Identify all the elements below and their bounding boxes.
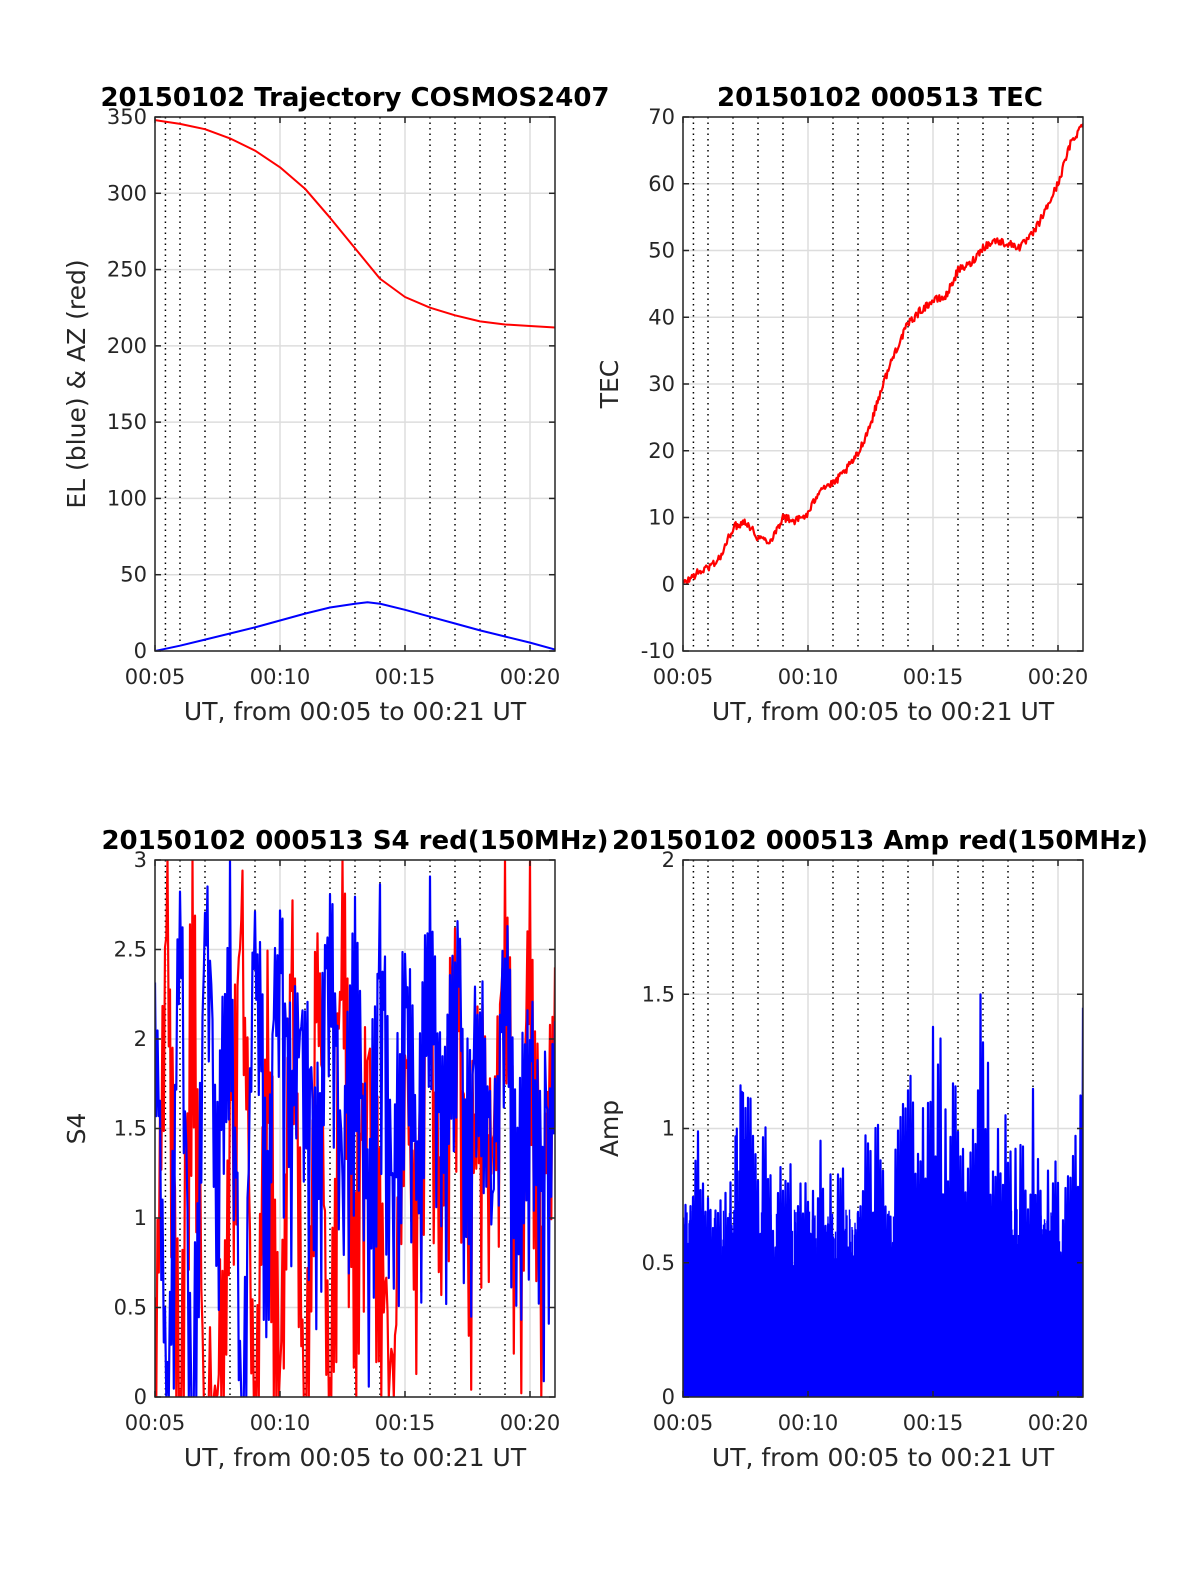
s4-ytick-label-0: 0 [134, 1385, 147, 1409]
amp-ytick-label-1: 0.5 [642, 1251, 675, 1275]
trajectory-ylabel: EL (blue) & AZ (red) [62, 259, 91, 508]
tec-chart: -10 0 10 20 30 40 50 60 70 00:05 00:10 00:15 00:20 20… [595, 83, 1088, 726]
tec-ytick-label-1: 0 [662, 572, 675, 596]
trajectory-ytick-label-7: 350 [107, 105, 147, 129]
trajectory-ytick-label-3: 150 [107, 410, 147, 434]
trajectory-xtick-label-0: 00:05 [125, 665, 186, 689]
s4-xlabel: UT, from 00:05 to 00:21 UT [184, 1443, 527, 1472]
tec-ytick-label-4: 30 [648, 372, 675, 396]
tec-xtick-label-2: 00:15 [903, 665, 964, 689]
s4-ytick-label-3: 1.5 [114, 1117, 147, 1141]
s4-title: 20150102 000513 S4 red(150MHz) [101, 826, 608, 856]
s4-ytick-label-2: 1 [134, 1206, 147, 1230]
trajectory-series-0 [155, 601, 555, 651]
tec-ylabel: TEC [595, 360, 624, 410]
trajectory-xlabel: UT, from 00:05 to 00:21 UT [184, 697, 527, 726]
tec-ytick-label-5: 40 [648, 305, 675, 329]
tec-xtick-label-3: 00:20 [1028, 665, 1089, 689]
amp-ytick-label-0: 0 [662, 1385, 675, 1409]
amp-series-0-band [683, 1209, 1083, 1397]
s4-xtick-label-3: 00:20 [500, 1411, 561, 1435]
trajectory-ytick-label-2: 100 [107, 486, 147, 510]
amp-chart: 0 0.5 1 1.5 2 00:05 00:10 00:15 00:20 20150102 00… [595, 826, 1148, 1472]
tec-xtick-label-1: 00:10 [778, 665, 839, 689]
s4-ytick-label-5: 2.5 [114, 938, 147, 962]
s4-ytick-label-6: 3 [134, 848, 147, 872]
amp-title: 20150102 000513 Amp red(150MHz) [612, 826, 1148, 856]
trajectory-title: 20150102 Trajectory COSMOS2407 [100, 83, 609, 113]
s4-series-0 [155, 860, 555, 1397]
trajectory-ytick-label-4: 200 [107, 334, 147, 358]
trajectory-ytick-label-1: 50 [120, 563, 147, 587]
tec-title: 20150102 000513 TEC [717, 83, 1043, 113]
s4-xtick-label-1: 00:10 [250, 1411, 311, 1435]
trajectory-axes-box [154, 116, 556, 652]
trajectory-ytick-label-6: 300 [107, 181, 147, 205]
trajectory-series-1 [155, 119, 555, 329]
amp-xtick-label-2: 00:15 [903, 1411, 964, 1435]
amp-xtick-label-0: 00:05 [653, 1411, 714, 1435]
trajectory-chart: 0 50 100 150 200 250 300 350 00:05 00:10 00:15 00:2… [62, 83, 610, 726]
tec-ytick-label-2: 10 [648, 506, 675, 530]
trajectory-xtick-label-3: 00:20 [500, 665, 561, 689]
tec-xtick-label-0: 00:05 [653, 665, 714, 689]
s4-ylabel: S4 [62, 1113, 91, 1145]
tec-ytick-label-0: -10 [641, 639, 675, 663]
amp-xlabel: UT, from 00:05 to 00:21 UT [712, 1443, 1055, 1472]
tec-ytick-label-7: 60 [648, 172, 675, 196]
tec-xlabel: UT, from 00:05 to 00:21 UT [712, 697, 1055, 726]
amp-ylabel: Amp [595, 1100, 624, 1157]
s4-xtick-label-0: 00:05 [125, 1411, 186, 1435]
amp-ytick-label-3: 1.5 [642, 982, 675, 1006]
s4-chart: 0 0.5 1 1.5 2 2.5 3 00:05 00:10 00:15 00:20 2015010… [62, 826, 609, 1472]
s4-series-1 [155, 860, 555, 1397]
trajectory-xtick-label-2: 00:15 [375, 665, 436, 689]
amp-ytick-label-4: 2 [662, 848, 675, 872]
amp-xtick-label-1: 00:10 [778, 1411, 839, 1435]
trajectory-ytick-label-0: 0 [134, 639, 147, 663]
tec-ytick-label-8: 70 [648, 105, 675, 129]
tec-ytick-label-6: 50 [648, 239, 675, 263]
amp-xtick-label-3: 00:20 [1028, 1411, 1089, 1435]
s4-ytick-label-1: 0.5 [114, 1296, 147, 1320]
amp-ytick-label-2: 1 [662, 1117, 675, 1141]
trajectory-xtick-label-1: 00:10 [250, 665, 311, 689]
s4-xtick-label-2: 00:15 [375, 1411, 436, 1435]
tec-ytick-label-3: 20 [648, 439, 675, 463]
trajectory-ytick-label-5: 250 [107, 258, 147, 282]
tec-series-0 [683, 123, 1083, 584]
s4-ytick-label-4: 2 [134, 1027, 147, 1051]
